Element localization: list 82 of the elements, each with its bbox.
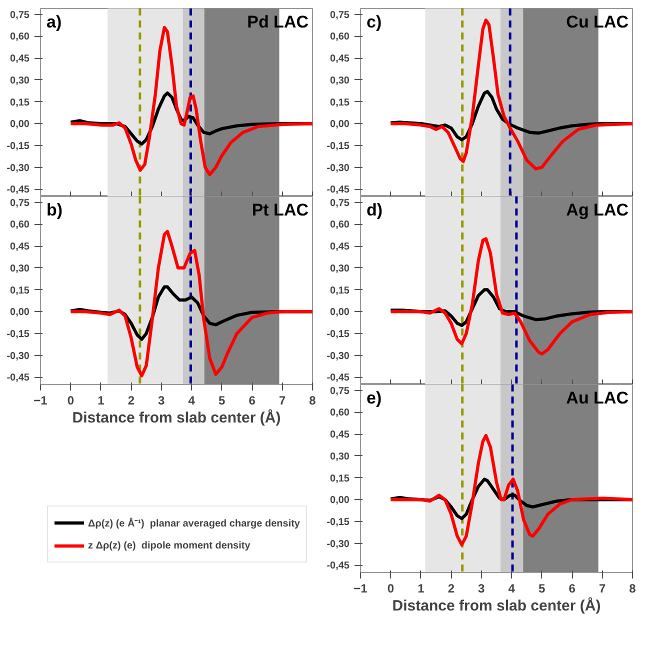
y-tick-label: 0,15 <box>330 473 350 484</box>
y-tick-label: -0,45 <box>326 560 350 572</box>
chart-title: Pd LAC <box>247 12 309 32</box>
y-tick-label: 0,00 <box>330 307 350 318</box>
y-tick-label: 0,15 <box>10 285 30 296</box>
y-tick-label: 0,30 <box>10 75 30 86</box>
y-tick-label: 0,00 <box>10 307 30 318</box>
annotation: d) <box>366 200 383 220</box>
y-tick-label: -0,30 <box>326 538 350 550</box>
y-tick-label: 0,45 <box>330 54 350 65</box>
y-tick-label: 0,15 <box>330 97 350 108</box>
y-tick-label: -0,45 <box>326 184 350 196</box>
line-series <box>69 230 312 378</box>
annotation: a) <box>46 12 62 32</box>
y-tick-label: -0,15 <box>326 516 350 528</box>
y-tick-label: 0,60 <box>330 408 350 419</box>
legend-label: Δρ(z) (e Å⁻¹) planar averaged charge density <box>88 516 300 530</box>
y-tick-label: -0,45 <box>326 372 350 384</box>
x-tick-label: 6 <box>248 394 256 408</box>
line-series <box>389 237 632 356</box>
y-tick-label: 0,30 <box>330 263 350 274</box>
y-tick-label: -0,15 <box>326 140 350 152</box>
y-tick-label: 0,15 <box>330 285 350 296</box>
line-series <box>389 434 632 546</box>
x-tick-label: 1 <box>418 582 425 596</box>
y-tick-label: 0,45 <box>10 242 30 253</box>
x-tick-label: 4 <box>508 582 516 596</box>
y-tick-label: 0,00 <box>330 119 350 130</box>
x-tick-label: 8 <box>629 582 636 596</box>
y-tick-label: 0,15 <box>10 97 30 108</box>
x-tick-label: −1 <box>354 582 368 596</box>
x-tick-label: 2 <box>128 394 135 408</box>
y-tick-label: 0,60 <box>330 32 350 43</box>
y-tick-label: 0,60 <box>10 220 30 231</box>
chart-title: Ag LAC <box>566 200 629 220</box>
legend-label: z Δρ(z) (e) dipole moment density <box>88 540 250 551</box>
y-tick-label: 0,30 <box>330 451 350 462</box>
y-tick-label: 0,60 <box>10 32 30 43</box>
chart-title: Au LAC <box>566 388 629 408</box>
y-tick-label: -0,45 <box>6 372 30 384</box>
x-tick-label: 0 <box>387 582 394 596</box>
y-tick-label: 0,45 <box>330 242 350 253</box>
y-tick-label: 0,75 <box>330 198 350 209</box>
x-tick-label: 0 <box>67 394 74 408</box>
y-tick-label: 0,75 <box>10 198 30 209</box>
y-tick-label: 0,30 <box>330 75 350 86</box>
x-tick-label: 5 <box>538 582 546 596</box>
y-tick-label: 0,30 <box>10 263 30 274</box>
chart-title: Cu LAC <box>566 12 629 32</box>
y-tick-label: 0,00 <box>10 119 30 130</box>
x-axis-title: Distance from slab center (Å) <box>392 596 601 614</box>
x-tick-label: 1 <box>98 394 105 408</box>
y-tick-label: 0,75 <box>330 10 350 21</box>
y-tick-label: 0,00 <box>330 495 350 506</box>
y-tick-label: -0,15 <box>6 328 30 340</box>
annotation: c) <box>366 12 382 32</box>
x-tick-label: 3 <box>158 394 166 408</box>
x-tick-label: 6 <box>568 582 576 596</box>
y-tick-label: -0,45 <box>6 184 30 196</box>
x-tick-label: 4 <box>188 394 196 408</box>
annotation: e) <box>366 388 382 408</box>
y-tick-label: -0,15 <box>326 328 350 340</box>
y-tick-label: -0,30 <box>6 350 30 362</box>
x-tick-label: −1 <box>34 394 48 408</box>
chart-title: Pt LAC <box>252 200 309 220</box>
y-tick-label: -0,30 <box>326 162 350 174</box>
y-tick-label: 0,60 <box>330 220 350 231</box>
annotation: b) <box>46 200 63 220</box>
y-tick-label: 0,75 <box>330 386 350 397</box>
x-axis-title: Distance from slab center (Å) <box>72 408 281 426</box>
y-tick-label: 0,45 <box>10 54 30 65</box>
y-tick-label: -0,15 <box>6 140 30 152</box>
y-tick-label: 0,75 <box>10 10 30 21</box>
x-tick-label: 3 <box>478 582 486 596</box>
y-tick-label: -0,30 <box>6 162 30 174</box>
y-tick-label: -0,30 <box>326 350 350 362</box>
y-tick-label: 0,45 <box>330 430 350 441</box>
x-tick-label: 7 <box>278 394 286 408</box>
x-tick-label: 2 <box>448 582 455 596</box>
x-tick-label: 8 <box>309 394 316 408</box>
x-tick-label: 5 <box>218 394 226 408</box>
x-tick-label: 7 <box>598 582 606 596</box>
